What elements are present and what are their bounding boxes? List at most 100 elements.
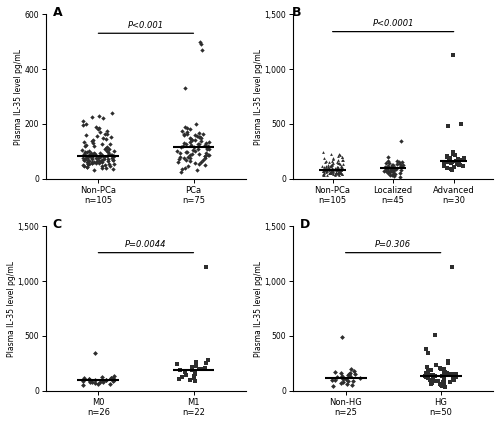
Point — [434, 378, 442, 385]
Point — [390, 165, 398, 172]
Point — [424, 350, 432, 357]
Point — [196, 133, 204, 140]
Point — [98, 379, 106, 386]
Point — [396, 163, 404, 170]
Point — [395, 158, 403, 165]
Point — [338, 170, 346, 177]
Point — [83, 163, 91, 170]
Point — [338, 154, 346, 161]
Point — [385, 160, 393, 167]
Point — [440, 160, 448, 167]
Point — [384, 162, 392, 169]
Point — [422, 370, 430, 377]
Point — [443, 153, 451, 160]
Point — [92, 379, 100, 386]
Point — [424, 374, 432, 381]
Point — [380, 167, 388, 174]
Point — [332, 170, 340, 177]
Point — [86, 375, 94, 382]
Point — [320, 168, 328, 175]
Point — [88, 159, 96, 166]
Point — [431, 332, 439, 338]
Point — [444, 156, 452, 162]
Point — [338, 373, 346, 380]
Point — [80, 381, 88, 388]
Point — [175, 376, 183, 382]
Point — [176, 150, 184, 156]
Point — [180, 131, 188, 138]
Point — [449, 151, 457, 157]
Point — [182, 156, 190, 163]
Point — [80, 157, 88, 164]
Point — [82, 131, 90, 138]
Point — [95, 160, 103, 167]
Point — [322, 158, 330, 165]
Point — [391, 171, 399, 178]
Point — [197, 137, 205, 144]
Point — [324, 163, 332, 170]
Point — [436, 365, 444, 372]
Y-axis label: Plasma IL-35 level pg/mL: Plasma IL-35 level pg/mL — [14, 48, 23, 145]
Point — [339, 374, 347, 381]
Point — [448, 160, 456, 167]
Point — [80, 148, 88, 155]
Point — [92, 123, 100, 130]
Point — [80, 156, 88, 163]
Point — [455, 161, 463, 168]
Point — [193, 167, 201, 174]
Point — [321, 167, 329, 174]
Text: A: A — [52, 6, 62, 19]
Point — [328, 168, 336, 175]
Text: P<0.001: P<0.001 — [128, 21, 164, 30]
Point — [398, 163, 406, 170]
Point — [331, 171, 339, 178]
Point — [202, 145, 210, 152]
Point — [84, 157, 92, 164]
Point — [320, 169, 328, 176]
Point — [444, 159, 452, 165]
Point — [85, 376, 93, 382]
Point — [109, 166, 117, 173]
Point — [205, 152, 213, 159]
Point — [430, 378, 438, 385]
Point — [399, 161, 407, 168]
Point — [448, 159, 456, 166]
Point — [178, 127, 186, 134]
Point — [388, 162, 396, 168]
Point — [102, 131, 110, 138]
Point — [88, 114, 96, 120]
Point — [396, 161, 404, 168]
Point — [438, 373, 446, 379]
Point — [423, 363, 431, 370]
Point — [382, 159, 390, 166]
Point — [388, 163, 396, 170]
Point — [440, 368, 448, 375]
Point — [104, 158, 112, 165]
Point — [98, 165, 106, 171]
Point — [322, 164, 330, 170]
Point — [449, 51, 457, 58]
Point — [334, 169, 342, 176]
Point — [326, 168, 334, 175]
Point — [338, 170, 346, 177]
Point — [334, 168, 342, 175]
Point — [448, 167, 456, 173]
Point — [83, 164, 91, 170]
Point — [446, 156, 454, 163]
Point — [184, 163, 192, 170]
Point — [428, 380, 436, 387]
Point — [426, 376, 434, 383]
Point — [329, 168, 337, 175]
Point — [95, 153, 103, 160]
Point — [101, 145, 109, 152]
Point — [450, 164, 458, 170]
Point — [204, 151, 212, 158]
Point — [444, 358, 452, 365]
Point — [325, 169, 333, 176]
Point — [80, 375, 88, 382]
Point — [422, 374, 430, 380]
Point — [449, 149, 457, 156]
Point — [107, 374, 115, 381]
Point — [183, 129, 191, 136]
Text: D: D — [300, 218, 310, 231]
